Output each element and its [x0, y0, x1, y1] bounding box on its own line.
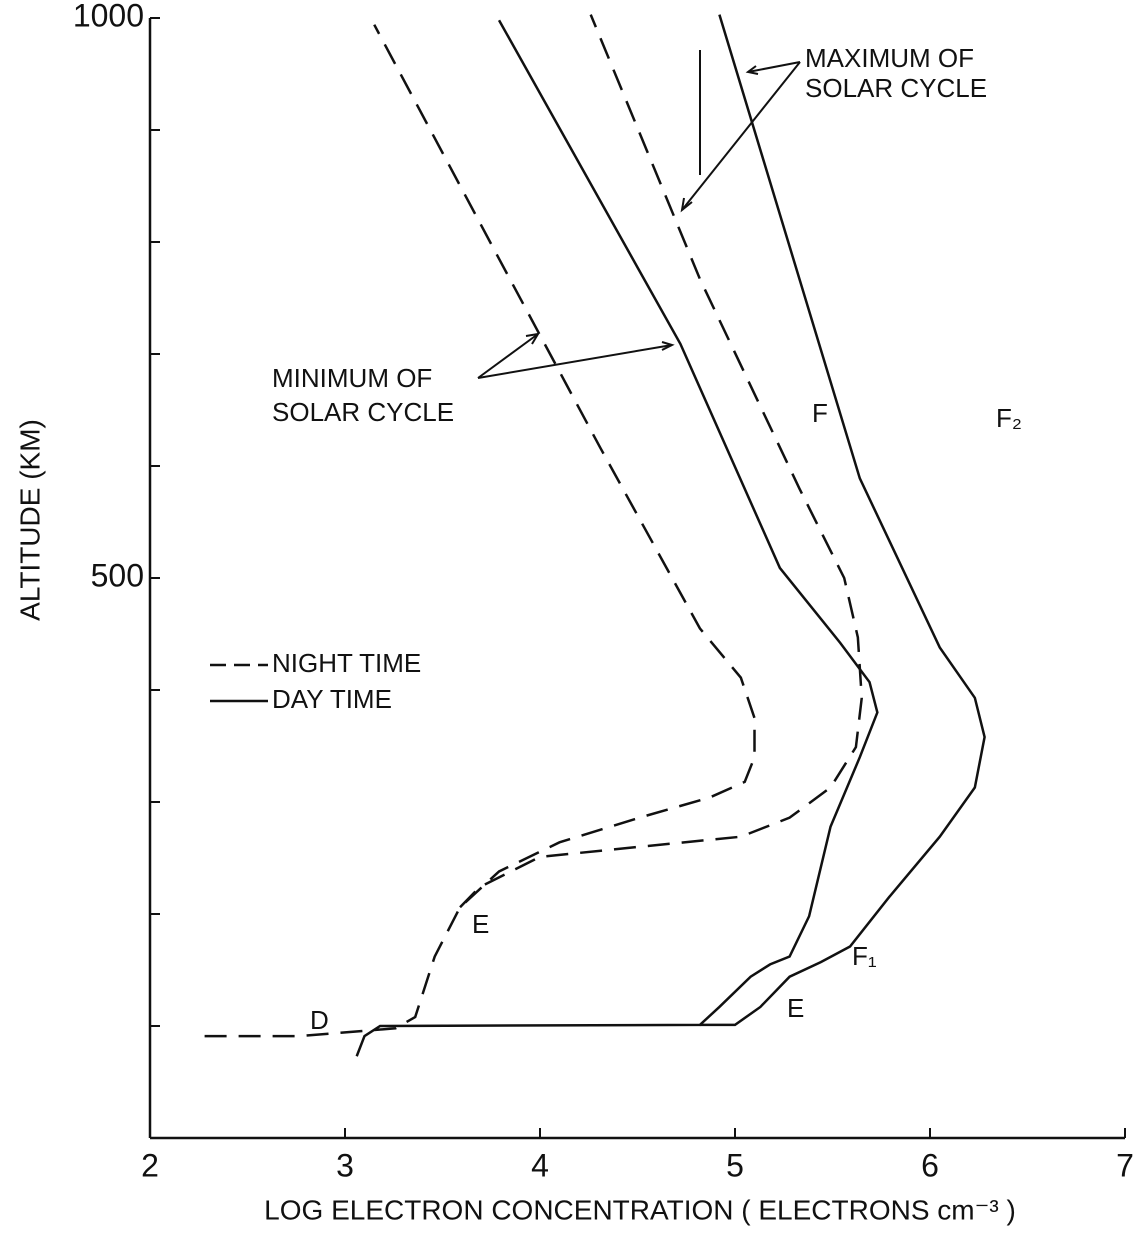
line — [459, 14, 864, 909]
x-tick-label: 2 — [141, 1147, 159, 1183]
legend-label: NIGHT TIME — [272, 648, 421, 678]
x-tick-label: 3 — [336, 1147, 354, 1183]
x-tick-label: 7 — [1116, 1147, 1134, 1183]
legend-label: DAY TIME — [272, 684, 392, 714]
line — [699, 14, 986, 1027]
layer-label: E — [472, 909, 489, 939]
layer-label: D — [310, 1005, 329, 1035]
annotation: MAXIMUM OF — [805, 43, 974, 73]
x-tick-label: 6 — [921, 1147, 939, 1183]
layer-label: F₁ — [852, 941, 877, 971]
line — [355, 19, 879, 1057]
y-axis-label: ALTITUDE (KM) — [14, 419, 45, 621]
layer-label: E — [787, 993, 804, 1023]
layer-label: F — [812, 398, 828, 428]
annotation: MINIMUM OF — [272, 363, 432, 393]
y-tick-label: 1000 — [73, 0, 144, 33]
y-tick-label: 500 — [91, 557, 144, 593]
annotation: SOLAR CYCLE — [805, 73, 987, 103]
x-tick-label: 5 — [726, 1147, 744, 1183]
annotation: SOLAR CYCLE — [272, 397, 454, 427]
x-axis-label: LOG ELECTRON CONCENTRATION ( ELECTRONS c… — [264, 1194, 1016, 1225]
arrows — [477, 50, 801, 379]
layer-label: F₂ — [996, 403, 1022, 433]
x-tick-label: 4 — [531, 1147, 549, 1183]
line — [204, 24, 756, 1038]
